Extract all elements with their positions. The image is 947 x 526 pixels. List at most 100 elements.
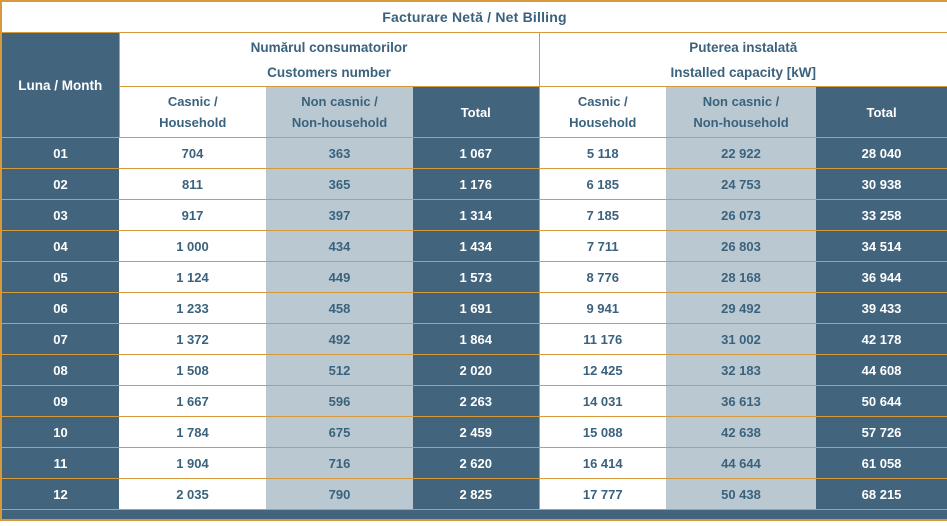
cell-month: 07 [1, 323, 119, 355]
table-row: 02 811 365 1 176 6 185 24 753 30 938 [1, 168, 947, 200]
group-customers-label-ro: Numărul consumatorilor [250, 39, 408, 55]
cell-month: 08 [1, 354, 119, 386]
cell-cust-total: 1 067 [413, 137, 539, 169]
household-label-en: Household [569, 115, 637, 130]
table-row: 06 1 233 458 1 691 9 941 29 492 39 433 [1, 292, 947, 324]
cell-cap-household: 8 776 [538, 261, 666, 293]
cell-cap-total: 34 514 [816, 230, 947, 262]
table-row: 08 1 508 512 2 020 12 425 32 183 44 608 [1, 354, 947, 386]
column-header-capacity-total: Total [816, 86, 947, 138]
cell-cust-non-household: 363 [266, 137, 413, 169]
cell-cap-non-household: 36 613 [666, 385, 816, 417]
cell-cust-total: 1 573 [413, 261, 539, 293]
cell-cap-non-household: 50 438 [666, 478, 816, 510]
cell-cust-non-household: 716 [266, 447, 413, 479]
household-label-en: Household [159, 115, 227, 130]
cell-month: 04 [1, 230, 119, 262]
cell-cust-total: 1 434 [413, 230, 539, 262]
cell-cust-household: 1 904 [119, 447, 266, 479]
cell-cust-total: 2 459 [413, 416, 539, 448]
cell-cust-household: 1 233 [119, 292, 266, 324]
cell-cust-total: 1 691 [413, 292, 539, 324]
cell-cap-household: 9 941 [538, 292, 666, 324]
table-row: 10 1 784 675 2 459 15 088 42 638 57 726 [1, 416, 947, 448]
cell-month: 02 [1, 168, 119, 200]
cell-cap-total: 28 040 [816, 137, 947, 169]
cell-cust-non-household: 434 [266, 230, 413, 262]
cell-cap-non-household: 32 183 [666, 354, 816, 386]
cell-cap-total: 61 058 [816, 447, 947, 479]
cell-cust-total: 2 263 [413, 385, 539, 417]
sub-header-row: Casnic / Household Non casnic / Non-hous… [1, 86, 947, 138]
cell-cust-total: 1 864 [413, 323, 539, 355]
cell-cust-total: 1 176 [413, 168, 539, 200]
table-row: 07 1 372 492 1 864 11 176 31 002 42 178 [1, 323, 947, 355]
cell-cap-household: 6 185 [538, 168, 666, 200]
cell-cust-non-household: 365 [266, 168, 413, 200]
cell-cust-household: 917 [119, 199, 266, 231]
cell-cap-non-household: 24 753 [666, 168, 816, 200]
cell-cust-household: 1 372 [119, 323, 266, 355]
cell-cust-household: 2 035 [119, 478, 266, 510]
cell-cap-non-household: 22 922 [666, 137, 816, 169]
column-header-capacity-household: Casnic / Household [538, 86, 666, 138]
cell-cust-household: 1 667 [119, 385, 266, 417]
cell-cust-non-household: 397 [266, 199, 413, 231]
cell-cust-non-household: 790 [266, 478, 413, 510]
cell-cap-non-household: 44 644 [666, 447, 816, 479]
table-row: 11 1 904 716 2 620 16 414 44 644 61 058 [1, 447, 947, 479]
cell-cap-non-household: 26 803 [666, 230, 816, 262]
group-capacity-label-ro: Puterea instalată [689, 39, 798, 55]
cell-month: 05 [1, 261, 119, 293]
cell-cust-total: 2 020 [413, 354, 539, 386]
group-header-row: Luna / Month Numărul consumatorilor Cust… [1, 32, 947, 138]
cell-cap-household: 12 425 [538, 354, 666, 386]
cell-cust-non-household: 492 [266, 323, 413, 355]
table-row: 01 704 363 1 067 5 118 22 922 28 040 [1, 137, 947, 169]
cell-cap-household: 16 414 [538, 447, 666, 479]
column-header-customers-non-household: Non casnic / Non-household [266, 86, 413, 138]
cell-cap-total: 36 944 [816, 261, 947, 293]
cell-cust-household: 1 124 [119, 261, 266, 293]
cell-cust-household: 811 [119, 168, 266, 200]
non-household-label-en: Non-household [693, 115, 789, 130]
cell-month: 03 [1, 199, 119, 231]
household-label-ro: Casnic / [577, 94, 628, 109]
cell-month: 10 [1, 416, 119, 448]
column-header-customers-total: Total [413, 86, 539, 138]
cell-cust-non-household: 458 [266, 292, 413, 324]
cell-month: 01 [1, 137, 119, 169]
column-group-installed-capacity: Puterea instalată Installed capacity [kW… [538, 32, 947, 87]
cell-cust-total: 2 620 [413, 447, 539, 479]
table-row: 04 1 000 434 1 434 7 711 26 803 34 514 [1, 230, 947, 262]
bottom-bar [1, 509, 947, 520]
cell-cap-non-household: 26 073 [666, 199, 816, 231]
cell-cap-household: 15 088 [538, 416, 666, 448]
cell-cap-total: 68 215 [816, 478, 947, 510]
cell-cust-household: 1 508 [119, 354, 266, 386]
cell-cap-household: 5 118 [538, 137, 666, 169]
cell-cap-total: 50 644 [816, 385, 947, 417]
cell-month: 12 [1, 478, 119, 510]
cell-cust-non-household: 596 [266, 385, 413, 417]
table-row: 05 1 124 449 1 573 8 776 28 168 36 944 [1, 261, 947, 293]
cell-cap-non-household: 42 638 [666, 416, 816, 448]
table-row: 03 917 397 1 314 7 185 26 073 33 258 [1, 199, 947, 231]
cell-cap-household: 17 777 [538, 478, 666, 510]
cell-cap-household: 7 185 [538, 199, 666, 231]
cell-cust-household: 1 000 [119, 230, 266, 262]
table-row: 12 2 035 790 2 825 17 777 50 438 68 215 [1, 478, 947, 510]
cell-cap-non-household: 31 002 [666, 323, 816, 355]
non-household-label-ro: Non casnic / [301, 94, 378, 109]
cell-cap-total: 30 938 [816, 168, 947, 200]
cell-cap-total: 33 258 [816, 199, 947, 231]
cell-month: 11 [1, 447, 119, 479]
column-group-customers-number: Numărul consumatorilor Customers number [119, 32, 539, 87]
cell-cust-non-household: 512 [266, 354, 413, 386]
column-header-month: Luna / Month [1, 32, 120, 138]
cell-cap-total: 44 608 [816, 354, 947, 386]
cell-month: 09 [1, 385, 119, 417]
cell-cap-household: 11 176 [538, 323, 666, 355]
non-household-label-ro: Non casnic / [702, 94, 780, 109]
cell-cap-non-household: 28 168 [666, 261, 816, 293]
